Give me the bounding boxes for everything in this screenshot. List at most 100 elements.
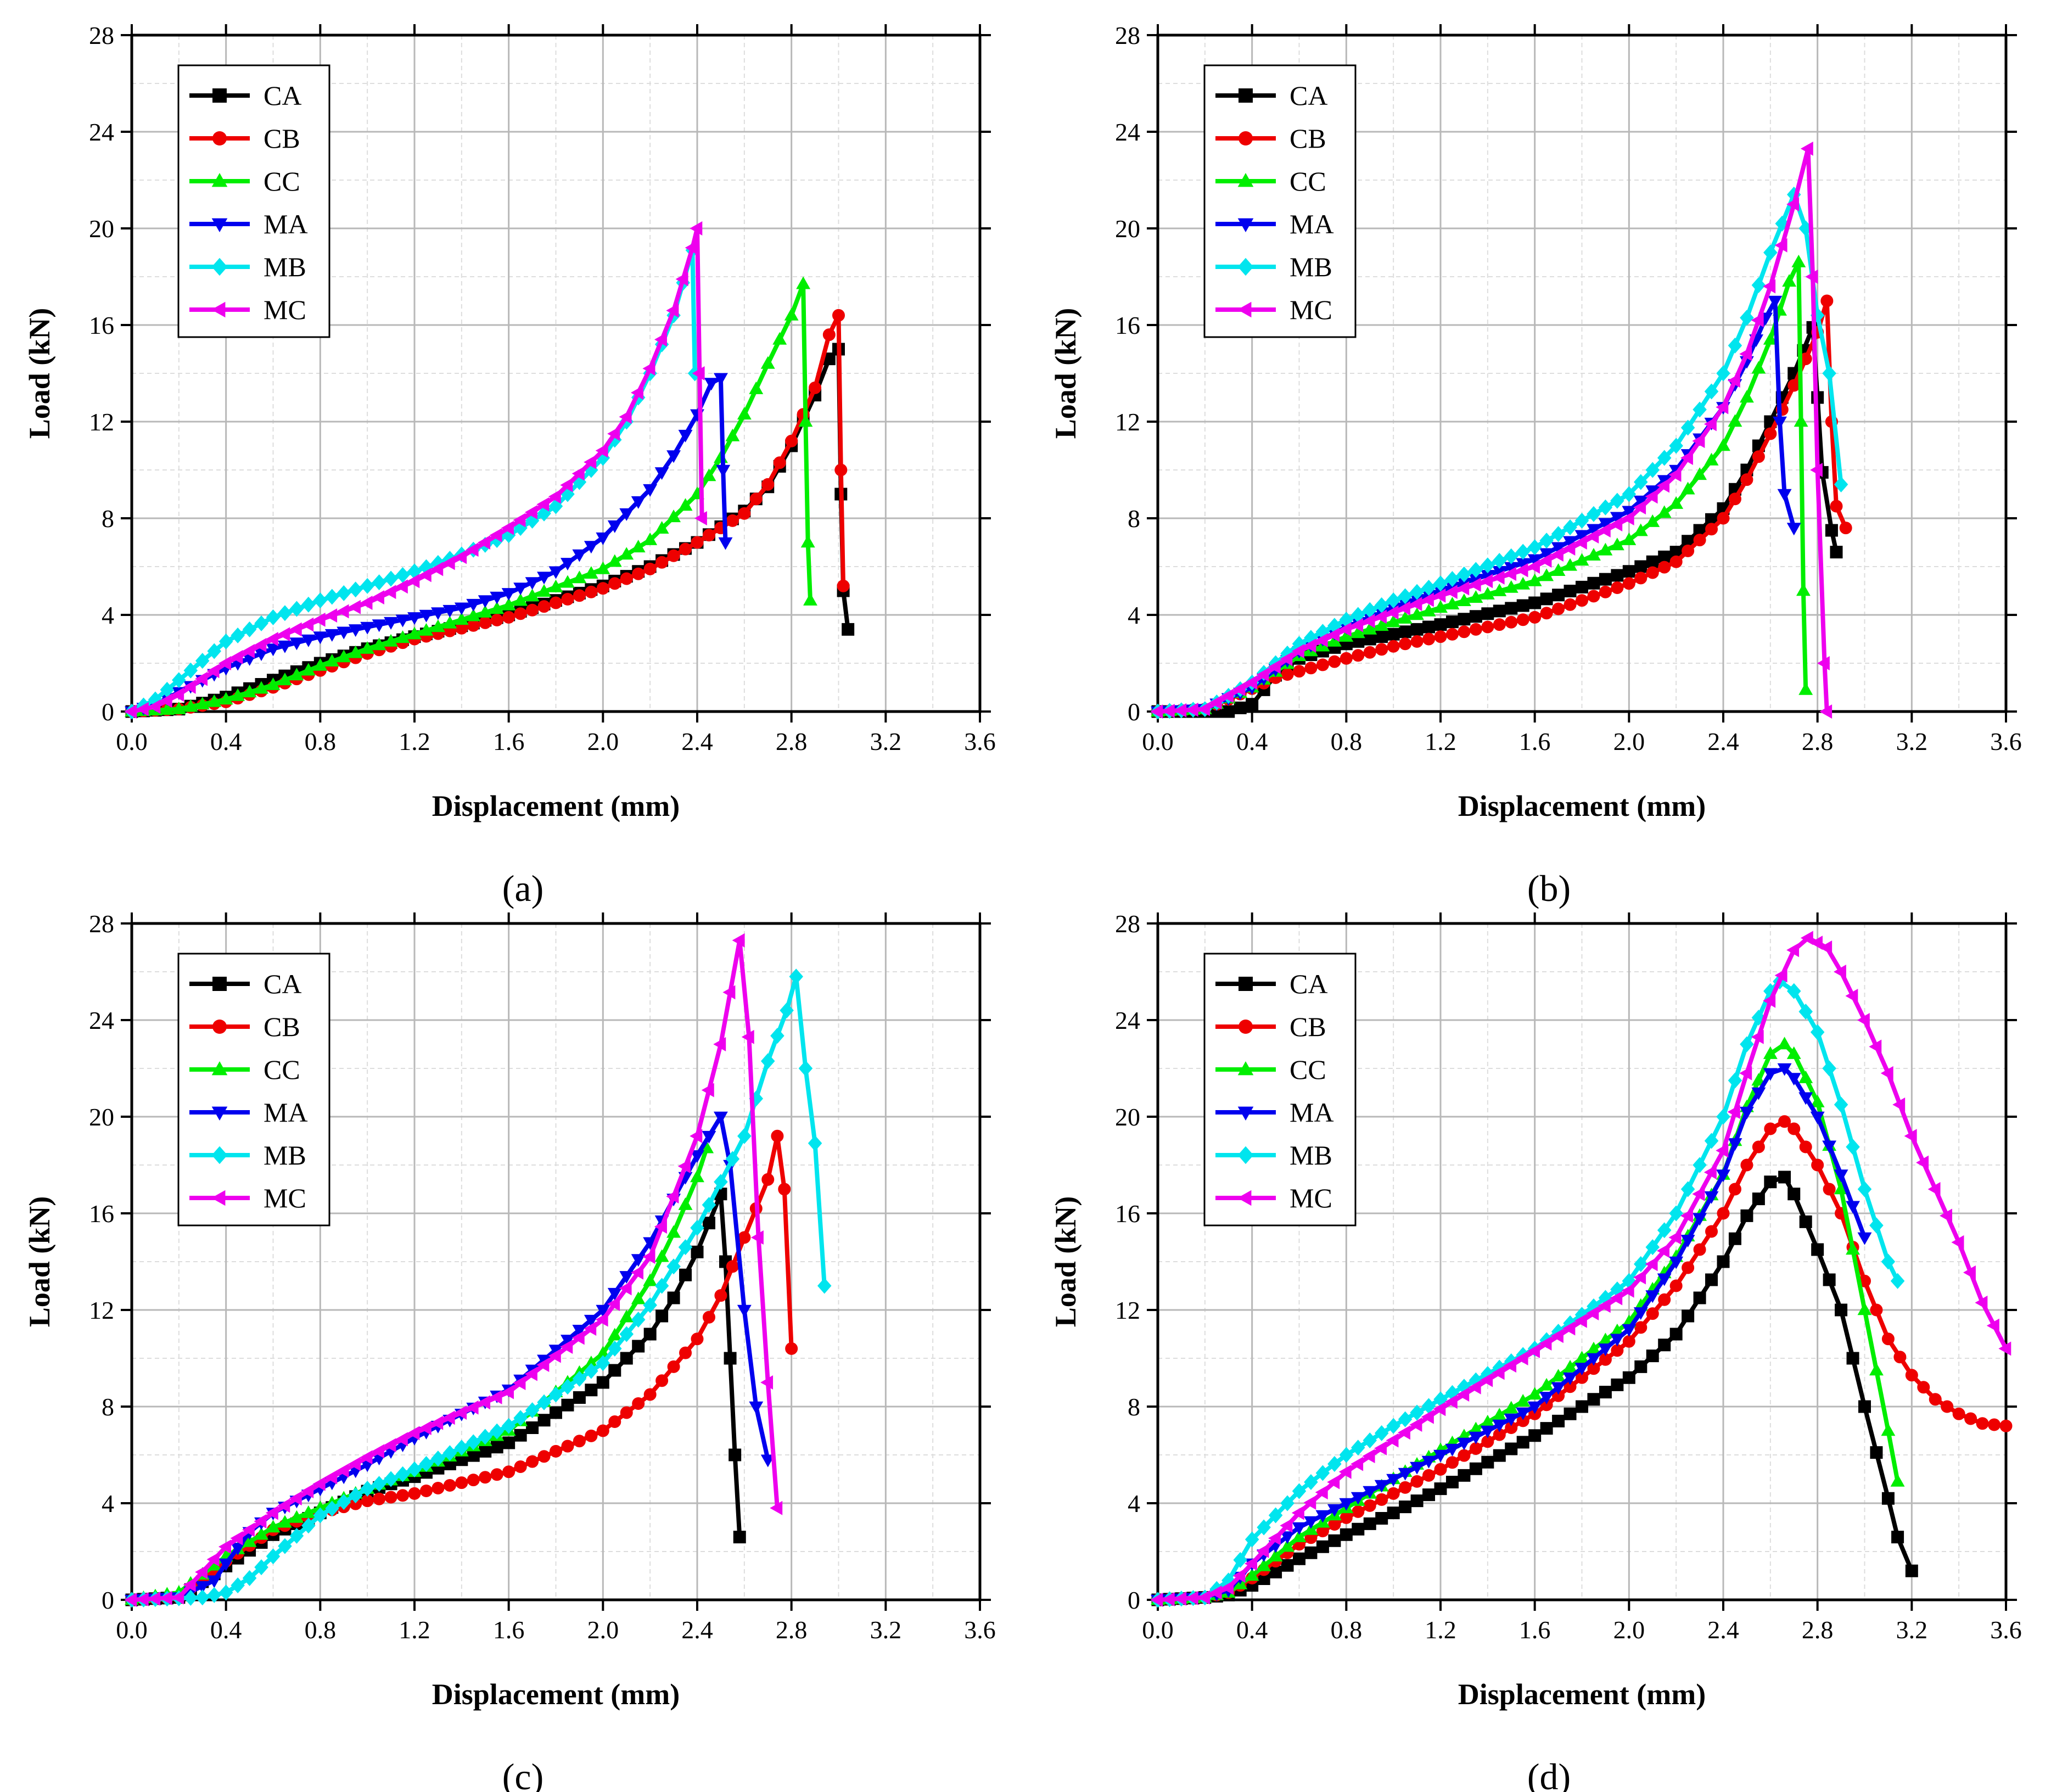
data-point <box>1257 1519 1271 1536</box>
data-point <box>631 496 646 509</box>
data-point <box>1350 1492 1365 1505</box>
data-point <box>1716 1169 1730 1183</box>
data-point <box>667 1360 680 1373</box>
data-point <box>1540 607 1553 620</box>
data-point <box>798 1060 813 1077</box>
data-point <box>1434 618 1447 631</box>
data-point <box>548 1348 561 1363</box>
data-point <box>1752 1192 1765 1206</box>
data-point <box>1680 1181 1695 1197</box>
data-point <box>1539 1336 1552 1351</box>
data-point <box>1445 615 1459 629</box>
data-point <box>1422 1488 1436 1502</box>
x-tick-label: 0.0 <box>116 727 148 755</box>
data-point <box>301 1484 314 1498</box>
data-point <box>1493 618 1506 631</box>
data-point <box>1693 1291 1706 1304</box>
data-point <box>749 1401 764 1414</box>
data-point <box>1963 1265 1976 1280</box>
data-point <box>1598 523 1611 537</box>
data-point <box>1433 588 1446 603</box>
data-point <box>1810 936 1823 950</box>
data-point <box>501 597 516 611</box>
data-point <box>430 619 445 632</box>
data-point <box>148 1591 161 1606</box>
data-point <box>360 578 374 594</box>
data-point <box>642 1250 655 1264</box>
data-point <box>1350 1457 1364 1471</box>
x-tick-label: 1.2 <box>1425 1616 1456 1644</box>
data-point <box>1904 1129 1917 1144</box>
data-point <box>572 1325 587 1337</box>
data-point <box>785 1342 798 1355</box>
data-point <box>713 1111 728 1124</box>
legend-marker <box>1237 301 1252 318</box>
data-point <box>666 450 681 463</box>
data-point <box>679 1346 692 1359</box>
data-point <box>1387 628 1400 641</box>
data-point <box>1505 1442 1518 1455</box>
data-point <box>607 1297 620 1311</box>
y-tick-label: 8 <box>102 505 114 533</box>
data-point <box>1493 1449 1506 1462</box>
data-point <box>324 608 338 623</box>
data-point <box>478 535 491 550</box>
data-point <box>607 1328 622 1341</box>
data-point <box>1363 1432 1377 1449</box>
data-point <box>596 532 610 545</box>
y-tick-label: 4 <box>102 1489 114 1517</box>
data-point <box>1492 1419 1507 1432</box>
data-point <box>1717 512 1730 525</box>
data-point <box>1657 478 1670 493</box>
data-point <box>1682 1309 1695 1323</box>
data-point <box>1587 547 1601 561</box>
data-point <box>478 604 492 618</box>
data-point <box>1515 1351 1528 1365</box>
data-point <box>1857 1181 1872 1197</box>
data-point <box>467 1474 480 1487</box>
y-tick-label: 12 <box>1115 408 1140 436</box>
data-point <box>525 577 540 590</box>
data-point <box>1646 555 1659 568</box>
data-point <box>1564 585 1577 598</box>
data-point <box>678 1239 693 1256</box>
data-point <box>1352 1522 1365 1536</box>
data-point <box>1576 580 1588 593</box>
data-point <box>289 601 304 617</box>
data-point <box>455 1440 469 1456</box>
data-point <box>278 605 292 621</box>
data-point <box>732 933 745 948</box>
data-point <box>1433 575 1448 592</box>
data-point <box>1764 1175 1777 1189</box>
data-point <box>1399 637 1412 651</box>
x-tick-label: 0.0 <box>1142 727 1174 755</box>
data-point <box>1422 1469 1436 1482</box>
data-point <box>265 632 278 646</box>
data-point <box>171 1590 184 1605</box>
data-point <box>1680 451 1693 465</box>
data-point <box>1221 688 1234 703</box>
data-point <box>1493 604 1506 618</box>
data-point <box>1292 1529 1307 1542</box>
data-point <box>289 637 304 651</box>
data-point <box>842 623 855 636</box>
data-point <box>1622 506 1637 519</box>
data-point <box>407 1461 422 1477</box>
data-point <box>1598 518 1613 531</box>
data-point <box>195 653 210 669</box>
data-point <box>1363 632 1376 646</box>
data-point <box>654 1278 669 1294</box>
data-point <box>1645 1290 1660 1303</box>
data-point <box>585 1384 598 1397</box>
data-point <box>1150 1593 1163 1607</box>
data-point <box>206 664 220 679</box>
y-tick-label: 16 <box>89 1200 114 1228</box>
data-point <box>348 1487 363 1504</box>
data-point <box>183 699 198 712</box>
data-point <box>1905 1369 1918 1382</box>
data-point <box>1468 578 1481 592</box>
data-point <box>1587 1393 1600 1406</box>
y-tick-label: 8 <box>102 1393 114 1421</box>
data-point <box>1576 1400 1588 1413</box>
data-point <box>1610 537 1624 551</box>
